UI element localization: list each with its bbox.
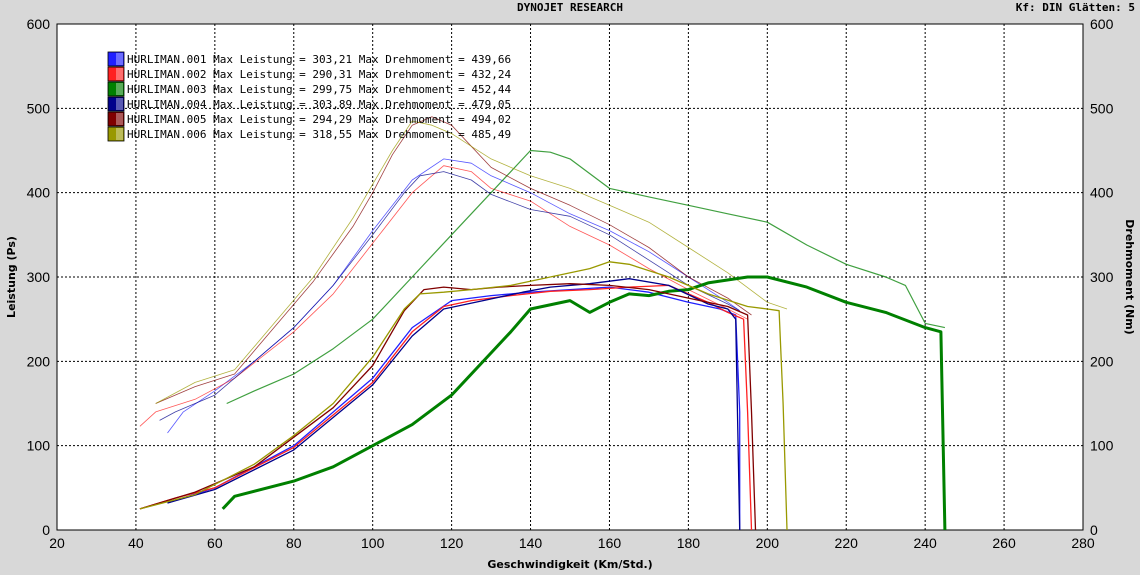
legend-swatch-5 [107,111,125,127]
x-tick-label: 20 [49,535,65,551]
torque-line-5 [155,116,752,404]
y-tick-label-left: 400 [27,185,51,201]
y-tick-label-right: 300 [1090,269,1114,285]
y-tick-label-right: 200 [1090,353,1114,369]
power-curves [139,261,947,531]
legend-swatch-shine-2 [116,68,123,80]
y-axis-label-left: Leistung (Ps) [5,236,18,318]
legend-swatch-2 [107,66,125,82]
legend-label-4: HURLIMAN.004 Max Leistung = 303,89 Max D… [127,98,511,111]
legend-swatch-shine-6 [116,128,123,140]
power-line-4 [167,278,741,531]
x-tick-label: 60 [207,535,223,551]
legend-swatch-6 [107,126,125,142]
legend-swatch-3 [107,81,125,97]
torque-line-1 [167,158,740,434]
x-tick-label: 180 [677,535,701,551]
x-tick-label: 80 [286,535,302,551]
y-tick-label-right: 400 [1090,185,1114,201]
x-tick-label: 40 [128,535,144,551]
x-tick-label: 200 [756,535,780,551]
x-tick-label: 120 [440,535,464,551]
power-line-2 [139,284,753,531]
y-tick-label-right: 100 [1090,438,1114,454]
x-tick-label: 220 [835,535,859,551]
y-tick-label-right: 600 [1090,16,1114,32]
y-tick-label-left: 200 [27,353,51,369]
torque-line-3 [226,149,946,405]
y-axis-label-right: Drehmoment (Nm) [1123,219,1136,334]
legend-label-6: HURLIMAN.006 Max Leistung = 318,55 Max D… [127,128,511,141]
power-line-6 [139,261,788,531]
legend-label-3: HURLIMAN.003 Max Leistung = 299,75 Max D… [127,83,511,96]
x-tick-label: 280 [1071,535,1095,551]
legend-label-5: HURLIMAN.005 Max Leistung = 294,29 Max D… [127,113,511,126]
torque-line-6 [155,120,788,404]
y-tick-label-right: 500 [1090,100,1114,116]
y-tick-label-left: 300 [27,269,51,285]
y-tick-label-right: 0 [1090,522,1098,538]
y-tick-label-left: 500 [27,100,51,116]
legend-swatch-shine-4 [116,98,123,110]
x-tick-label: 140 [519,535,543,551]
x-tick-label: 240 [913,535,937,551]
x-tick-label: 100 [361,535,385,551]
dyno-settings: Kf: DIN Glätten: 5 [1016,1,1135,14]
chart-title: DYNOJET RESEARCH [517,1,623,14]
y-tick-label-left: 0 [42,522,50,538]
y-tick-label-left: 100 [27,438,51,454]
torque-line-4 [159,171,740,421]
torque-curves [139,116,946,434]
legend-swatch-4 [107,96,125,112]
x-tick-label: 160 [598,535,622,551]
x-tick-label: 260 [992,535,1016,551]
power-line-3 [221,275,947,531]
legend-label-1: HURLIMAN.001 Max Leistung = 303,21 Max D… [127,53,511,66]
x-axis-label: Geschwindigkeit (Km/Std.) [487,558,652,571]
legend-swatch-shine-3 [116,83,123,95]
y-tick-label-left: 600 [27,16,51,32]
legend-label-2: HURLIMAN.002 Max Leistung = 290,31 Max D… [127,68,511,81]
legend-swatch-shine-1 [116,53,123,65]
legend-swatch-shine-5 [116,113,123,125]
legend-swatch-1 [107,51,125,67]
legend: HURLIMAN.001 Max Leistung = 303,21 Max D… [107,51,511,142]
